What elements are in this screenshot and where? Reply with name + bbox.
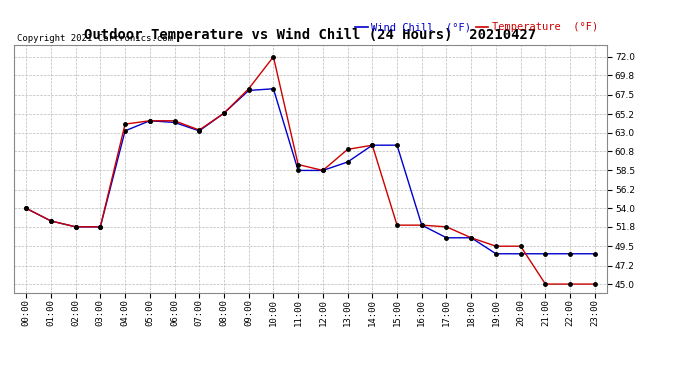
Legend: Wind Chill  (°F), Temperature  (°F): Wind Chill (°F), Temperature (°F) — [351, 18, 602, 36]
Title: Outdoor Temperature vs Wind Chill (24 Hours)  20210427: Outdoor Temperature vs Wind Chill (24 Ho… — [84, 28, 537, 42]
Text: Copyright 2021 Cartronics.com: Copyright 2021 Cartronics.com — [17, 33, 172, 42]
